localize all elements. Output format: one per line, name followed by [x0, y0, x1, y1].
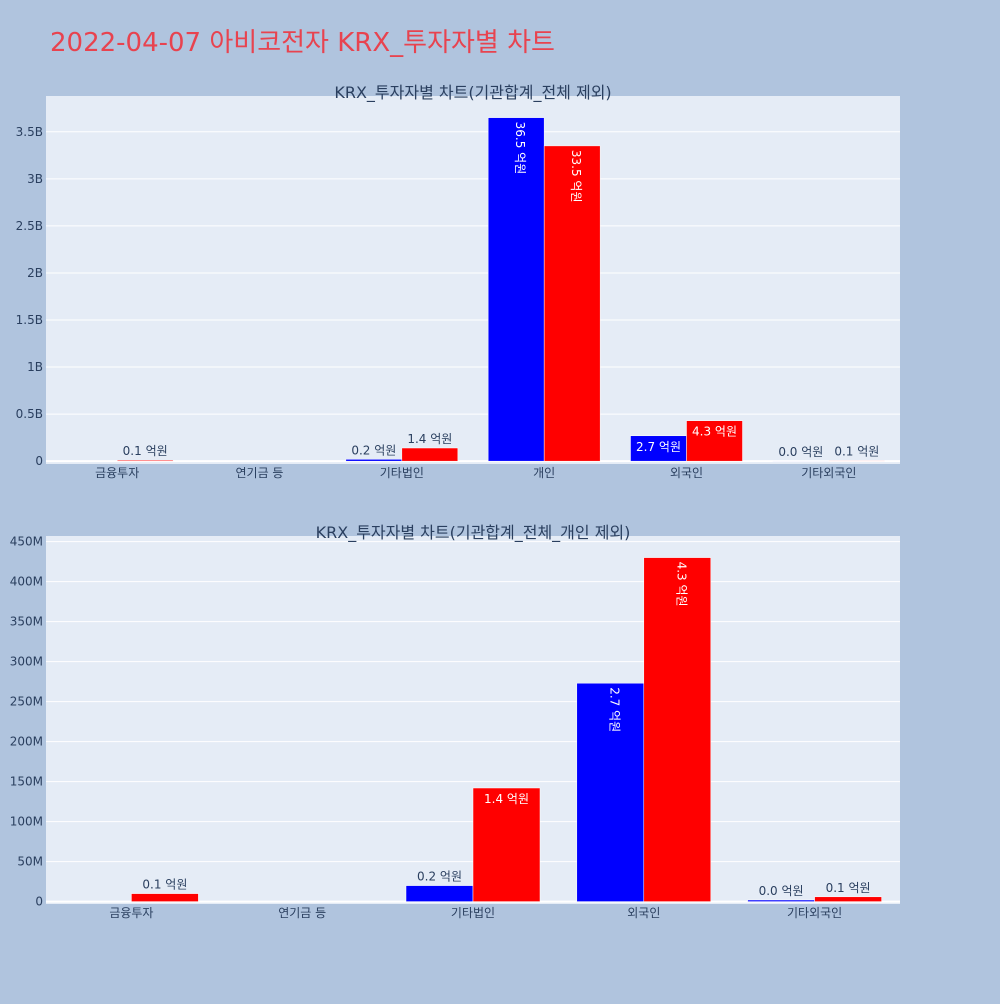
- y-tick-label: 350M: [10, 615, 43, 629]
- y-tick-label: 450M: [10, 535, 43, 549]
- data-label: 0.2 억원: [417, 870, 462, 884]
- y-tick-label: 100M: [10, 815, 43, 829]
- data-label: 0.1 억원: [826, 881, 871, 895]
- y-tick-label: 50M: [17, 855, 43, 869]
- y-tick-label: 150M: [10, 775, 43, 789]
- data-label: 0.0 억원: [759, 884, 804, 898]
- bar: [644, 558, 711, 902]
- y-tick-label: 250M: [10, 695, 43, 709]
- y-tick-label: 400M: [10, 575, 43, 589]
- data-label: 1.4 억원: [484, 792, 529, 806]
- bar: [815, 897, 882, 902]
- y-tick-label: 0: [35, 895, 43, 909]
- chart-title: KRX_투자자별 차트(기관합계_전체_개인 제외): [46, 519, 900, 543]
- x-tick-label: 외국인: [627, 906, 660, 920]
- bar: [748, 900, 815, 902]
- x-tick-label: 기타법인: [451, 906, 495, 920]
- data-label: 4.3 억원: [674, 562, 688, 607]
- y-tick-label: 200M: [10, 735, 43, 749]
- x-tick-label: 기타외국인: [787, 906, 842, 920]
- x-tick-label: 연기금 등: [278, 906, 326, 920]
- y-tick-label: 300M: [10, 655, 43, 669]
- data-label: 0.1 억원: [142, 878, 187, 892]
- data-label: 2.7 억원: [607, 687, 621, 732]
- bar: [406, 886, 473, 902]
- x-tick-label: 금융투자: [109, 906, 153, 920]
- bar: [131, 894, 198, 902]
